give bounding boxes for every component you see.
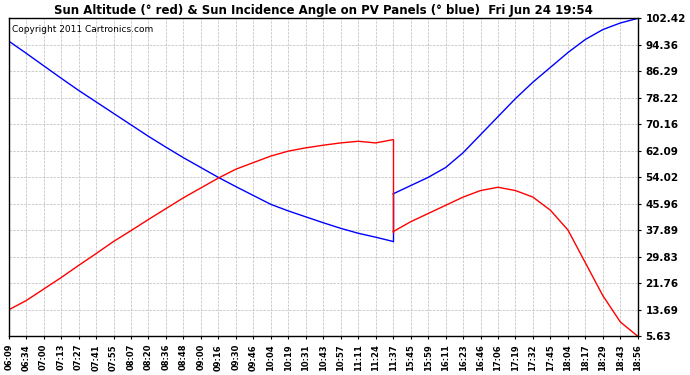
Title: Sun Altitude (° red) & Sun Incidence Angle on PV Panels (° blue)  Fri Jun 24 19:: Sun Altitude (° red) & Sun Incidence Ang… xyxy=(54,4,593,17)
Text: Copyright 2011 Cartronics.com: Copyright 2011 Cartronics.com xyxy=(12,25,153,34)
